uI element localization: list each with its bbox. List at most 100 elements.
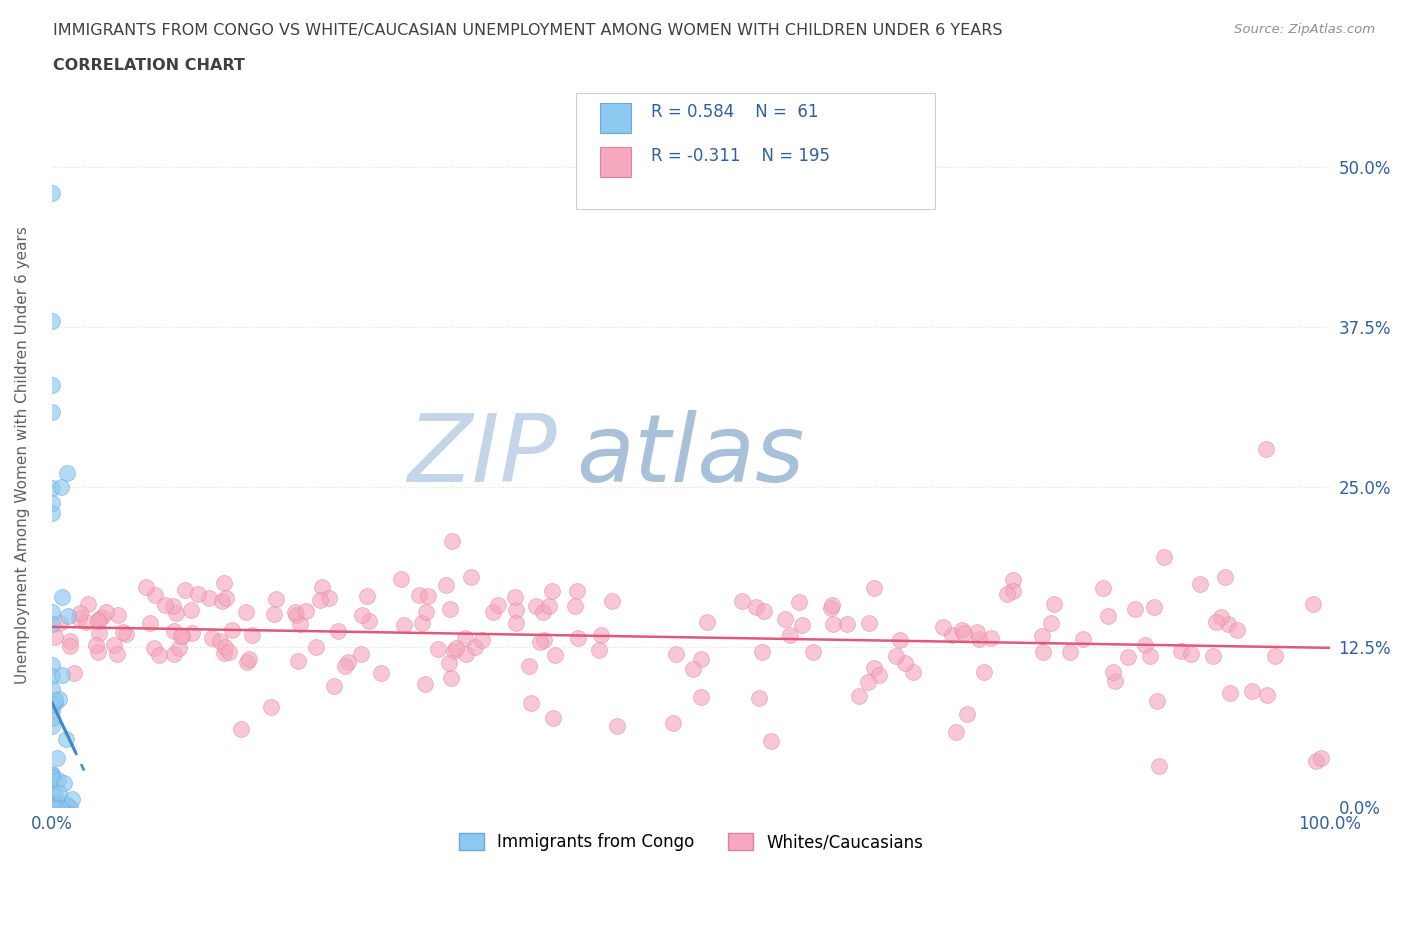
Point bbox=[162, 647, 184, 662]
Point bbox=[155, 598, 177, 613]
Point bbox=[41, 697, 63, 711]
Point bbox=[41, 770, 63, 785]
Point bbox=[55, 797, 77, 812]
Point bbox=[44, 799, 66, 814]
Point bbox=[56, 608, 79, 623]
Point bbox=[884, 648, 907, 663]
Point bbox=[58, 799, 80, 814]
Point bbox=[966, 624, 988, 639]
Point bbox=[41, 770, 63, 785]
Point bbox=[1002, 583, 1025, 598]
Point bbox=[443, 644, 465, 658]
Point bbox=[214, 640, 236, 655]
Point bbox=[1146, 694, 1168, 709]
Point bbox=[41, 799, 63, 814]
Point bbox=[606, 719, 628, 734]
Point bbox=[953, 625, 976, 640]
Point bbox=[995, 587, 1018, 602]
Point bbox=[41, 505, 63, 520]
Point bbox=[1039, 616, 1062, 631]
Point bbox=[67, 610, 90, 625]
Point bbox=[1305, 754, 1327, 769]
Text: CORRELATION CHART: CORRELATION CHART bbox=[53, 58, 245, 73]
Point bbox=[41, 799, 63, 814]
Point bbox=[779, 628, 801, 643]
Point bbox=[1213, 570, 1236, 585]
Point bbox=[682, 661, 704, 676]
Point bbox=[135, 579, 157, 594]
Point bbox=[49, 616, 72, 631]
Point bbox=[533, 632, 555, 647]
Point bbox=[49, 480, 72, 495]
Point bbox=[893, 656, 915, 671]
Point bbox=[1071, 631, 1094, 646]
Point bbox=[84, 638, 107, 653]
Point bbox=[48, 786, 70, 801]
Point bbox=[260, 699, 283, 714]
Point bbox=[973, 665, 995, 680]
Point bbox=[1170, 644, 1192, 659]
Point bbox=[41, 481, 63, 496]
Point bbox=[42, 799, 65, 814]
Point bbox=[350, 647, 373, 662]
Point bbox=[1202, 648, 1225, 663]
Point bbox=[180, 603, 202, 618]
Point bbox=[751, 644, 773, 659]
Point bbox=[41, 799, 63, 814]
Point bbox=[1205, 615, 1227, 630]
Point bbox=[540, 584, 562, 599]
Point bbox=[41, 604, 63, 619]
Point bbox=[48, 692, 70, 707]
Point bbox=[1031, 629, 1053, 644]
Point bbox=[163, 623, 186, 638]
Point bbox=[44, 696, 66, 711]
Point bbox=[45, 751, 67, 765]
Point bbox=[221, 623, 243, 638]
Point bbox=[441, 533, 464, 548]
Point bbox=[868, 668, 890, 683]
Point bbox=[41, 768, 63, 783]
Point bbox=[46, 772, 69, 787]
Point bbox=[858, 616, 880, 631]
Point bbox=[41, 704, 63, 719]
Point bbox=[41, 617, 63, 631]
Point bbox=[41, 799, 63, 814]
Point bbox=[41, 496, 63, 511]
Point bbox=[588, 643, 610, 658]
Point bbox=[444, 641, 467, 656]
Point bbox=[44, 788, 66, 803]
Text: atlas: atlas bbox=[576, 409, 804, 500]
Point bbox=[1123, 602, 1146, 617]
Point bbox=[434, 578, 457, 592]
Point bbox=[308, 592, 330, 607]
Point bbox=[107, 608, 129, 623]
Point bbox=[1097, 608, 1119, 623]
Point bbox=[180, 625, 202, 640]
Point bbox=[44, 693, 66, 708]
Point bbox=[1002, 573, 1025, 588]
Point bbox=[589, 627, 612, 642]
Point bbox=[218, 644, 240, 659]
Point bbox=[541, 711, 564, 725]
Point bbox=[44, 630, 66, 644]
Point bbox=[471, 632, 494, 647]
Point bbox=[235, 604, 257, 619]
Point bbox=[464, 640, 486, 655]
Point bbox=[304, 640, 326, 655]
Point bbox=[142, 641, 165, 656]
Point bbox=[318, 591, 340, 605]
Point bbox=[1043, 596, 1066, 611]
Point bbox=[87, 613, 110, 628]
Point bbox=[858, 674, 880, 689]
Point bbox=[51, 590, 73, 604]
Point bbox=[821, 597, 844, 612]
Point bbox=[389, 572, 412, 587]
Point bbox=[62, 791, 84, 806]
Point bbox=[352, 607, 374, 622]
Point bbox=[111, 625, 134, 640]
Point bbox=[212, 645, 235, 660]
Point bbox=[69, 605, 91, 620]
Point bbox=[503, 590, 526, 604]
Point bbox=[41, 799, 63, 814]
Point bbox=[394, 618, 416, 632]
